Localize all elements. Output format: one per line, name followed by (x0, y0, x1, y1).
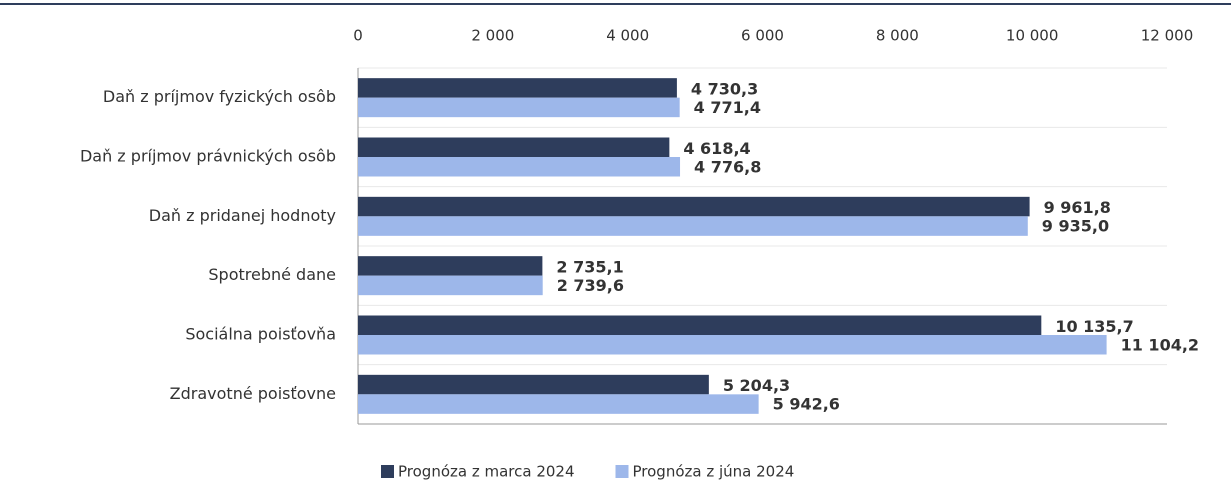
value-label: 5 942,6 (773, 395, 840, 414)
value-label: 9 935,0 (1042, 217, 1109, 236)
bar (358, 256, 543, 276)
bar (358, 335, 1107, 355)
x-tick-label: 12 000 (1141, 27, 1194, 45)
legend-label: Prognóza z marca 2024 (398, 463, 575, 481)
value-label: 4 730,3 (691, 79, 758, 98)
category-label: Spotrebné dane (208, 265, 336, 284)
category-label: Daň z pridanej hodnoty (149, 206, 336, 225)
bar (358, 157, 681, 177)
category-label: Daň z príjmov právnických osôb (80, 147, 336, 166)
x-tick-label: 6 000 (741, 27, 784, 45)
x-tick-label: 10 000 (1006, 27, 1059, 45)
value-label: 4 771,4 (694, 98, 761, 117)
value-label: 5 204,3 (723, 376, 790, 395)
category-label: Sociálna poisťovňa (185, 325, 336, 344)
value-label: 11 104,2 (1121, 335, 1199, 354)
value-label: 9 961,8 (1044, 198, 1111, 217)
x-tick-label: 0 (353, 27, 363, 45)
category-label: Daň z príjmov fyzických osôb (103, 87, 336, 106)
x-tick-label: 8 000 (876, 27, 919, 45)
bar (358, 216, 1028, 236)
bar (358, 78, 677, 98)
x-tick-label: 4 000 (606, 27, 649, 45)
value-label: 4 618,4 (683, 139, 750, 158)
value-label: 4 776,8 (694, 157, 761, 176)
bar (358, 97, 680, 118)
value-label: 2 739,6 (557, 276, 624, 295)
bar (358, 196, 1030, 217)
legend-swatch (615, 465, 629, 478)
value-label: 2 735,1 (556, 257, 623, 276)
legend-label: Prognóza z júna 2024 (633, 463, 795, 481)
x-tick-label: 2 000 (471, 27, 514, 45)
bar (358, 374, 709, 395)
legend-swatch (381, 465, 394, 478)
bar (358, 394, 759, 414)
category-label: Zdravotné poisťovne (170, 384, 336, 403)
bar (358, 315, 1042, 335)
bar (358, 137, 670, 157)
bar (358, 275, 543, 296)
value-label: 10 135,7 (1055, 317, 1133, 336)
